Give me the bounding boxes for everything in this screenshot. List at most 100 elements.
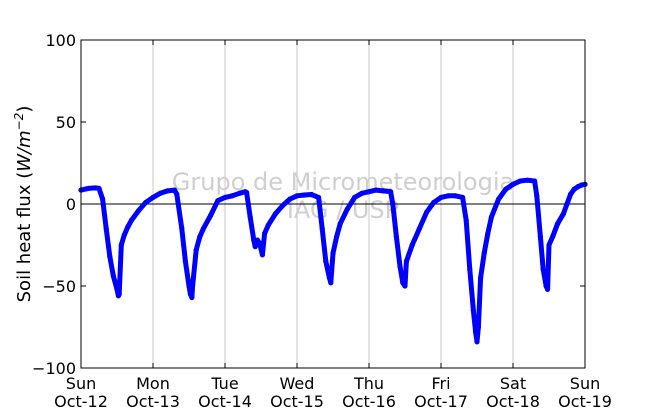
data-point — [503, 186, 509, 192]
data-point — [452, 193, 458, 199]
data-point — [229, 193, 235, 199]
data-point — [438, 194, 444, 201]
data-point — [301, 192, 307, 198]
data-point — [150, 194, 156, 201]
y-axis-label-suffix: ) — [14, 106, 35, 113]
data-point — [236, 190, 242, 196]
data-point — [222, 194, 228, 201]
data-point — [352, 194, 358, 201]
data-point — [256, 240, 263, 246]
x-tick-label-date: Oct-19 — [558, 392, 612, 409]
data-point — [85, 185, 91, 192]
x-tick-label-day: Sun — [570, 374, 600, 393]
data-point — [107, 253, 113, 260]
data-point — [247, 214, 253, 220]
data-point — [478, 275, 484, 281]
data-point — [403, 258, 410, 264]
y-axis-label: Soil heat flux (W/m−2) — [12, 106, 35, 303]
x-tick-label-day: Fri — [431, 374, 450, 393]
x-tick-label-date: Oct-17 — [414, 392, 468, 409]
data-point — [252, 244, 258, 250]
data-point — [334, 234, 340, 240]
data-point — [319, 226, 325, 232]
data-point — [118, 242, 124, 248]
data-point — [474, 339, 480, 345]
data-point — [174, 191, 180, 197]
x-tick-label-day: Thu — [353, 374, 384, 393]
data-point — [316, 194, 322, 201]
data-point — [485, 230, 491, 237]
data-point — [560, 211, 567, 217]
data-point — [96, 185, 102, 192]
x-tick-label-date: Oct-14 — [198, 392, 252, 409]
y-tick-label: 0 — [66, 195, 76, 214]
data-point — [193, 247, 199, 253]
data-point — [550, 234, 556, 240]
data-point — [197, 234, 203, 240]
data-point — [460, 194, 466, 201]
data-point — [244, 189, 250, 196]
tick-marks — [80, 39, 586, 369]
data-point — [308, 191, 314, 198]
data-point — [100, 196, 106, 202]
data-point — [366, 189, 372, 195]
data-point — [546, 242, 552, 248]
data-point — [532, 178, 538, 184]
y-tick-label: −100 — [32, 359, 76, 378]
data-point — [262, 230, 268, 237]
data-point — [424, 209, 430, 215]
data-point — [272, 211, 278, 217]
y-tick-label: 100 — [45, 31, 76, 50]
data-point — [190, 283, 196, 289]
y-tick-labels: 100 50 0 −50 −100 — [32, 31, 76, 378]
x-tick-label-day: Mon — [136, 374, 170, 393]
data-point — [409, 242, 415, 248]
data-point — [373, 187, 379, 193]
data-point — [179, 226, 185, 232]
x-tick-label-date: Oct-16 — [342, 392, 396, 409]
data-points — [78, 177, 588, 345]
data-point — [537, 234, 543, 240]
data-point — [294, 193, 300, 199]
data-point — [472, 329, 479, 335]
data-point — [125, 224, 131, 230]
data-point — [555, 221, 561, 227]
y-tick-label: 50 — [56, 113, 76, 132]
data-point — [388, 189, 394, 195]
data-point — [544, 286, 551, 292]
data-point — [215, 198, 221, 204]
data-point — [390, 201, 396, 207]
data-point — [488, 214, 494, 220]
x-tick-label-day: Wed — [280, 374, 315, 393]
data-point — [402, 283, 408, 289]
data-point — [182, 258, 188, 264]
data-point — [564, 201, 570, 207]
data-point — [172, 187, 178, 193]
data-point — [326, 275, 332, 281]
data-point — [265, 222, 271, 228]
x-tick-labels: SunOct-12MonOct-13TueOct-14WedOct-15ThuO… — [54, 374, 612, 409]
data-point — [337, 221, 343, 227]
data-point — [110, 273, 116, 279]
data-point — [397, 263, 403, 269]
x-tick-label-day: Sun — [66, 374, 96, 393]
data-point — [445, 193, 451, 199]
data-point — [380, 188, 386, 194]
data-point — [568, 191, 574, 197]
y-axis-label-prefix: Soil heat flux ( — [14, 172, 35, 303]
data-point — [431, 199, 437, 205]
data-point — [259, 252, 266, 258]
data-point — [121, 232, 127, 238]
y-axis-label-unit: W/m — [14, 130, 35, 171]
x-tick-label-day: Sat — [500, 374, 526, 393]
data-point — [359, 190, 365, 196]
data-point — [481, 250, 487, 256]
data-point — [540, 267, 546, 273]
data-point — [136, 207, 142, 214]
x-tick-label-date: Oct-12 — [54, 392, 108, 409]
data-point — [143, 199, 149, 205]
data-point — [208, 212, 214, 219]
data-point — [164, 188, 170, 194]
data-point — [287, 196, 293, 202]
